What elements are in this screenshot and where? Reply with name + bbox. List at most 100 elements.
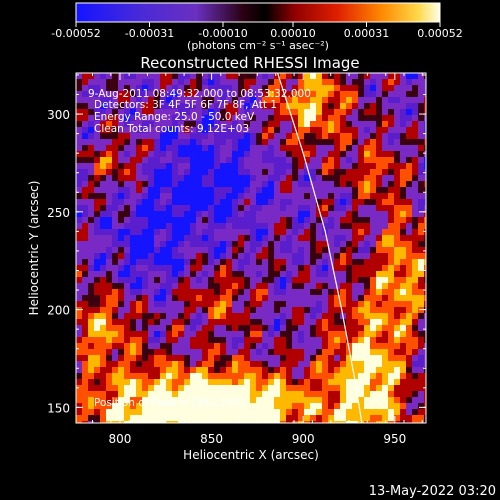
heatmap-cell [154,157,161,164]
heatmap-cell [94,319,101,326]
heatmap-cell [256,115,263,122]
heatmap-cell [400,277,407,284]
heatmap-cell [328,109,335,116]
heatmap-cell [370,421,377,423]
heatmap-cell [100,211,107,218]
heatmap-cell [352,127,359,134]
heatmap-cell [394,337,401,344]
heatmap-cell [304,205,311,212]
heatmap-cell [214,301,221,308]
heatmap-cell [376,73,383,80]
heatmap-cell [406,223,413,230]
heatmap-cell [196,253,203,260]
heatmap-cell [298,235,305,242]
heatmap-cell [286,415,293,422]
heatmap-cell [256,157,263,164]
heatmap-cell [334,355,341,362]
heatmap-cell [370,343,377,350]
heatmap-cell [418,73,425,80]
heatmap-cell [412,367,419,374]
heatmap-cell [208,145,215,152]
heatmap-cell [424,421,426,423]
heatmap-cell [310,139,317,146]
heatmap-cell [424,289,426,296]
heatmap-cell [118,79,125,86]
heatmap-cell [214,109,221,116]
heatmap-cell [220,211,227,218]
heatmap-cell [76,385,83,392]
heatmap-cell [124,379,131,386]
heatmap-cell [424,181,426,188]
heatmap-cell [310,223,317,230]
heatmap-cell [250,157,257,164]
heatmap-cell [238,85,245,92]
heatmap-cell [208,259,215,266]
heatmap-cell [376,163,383,170]
heatmap-cell [76,229,83,236]
heatmap-cell [262,355,269,362]
heatmap-cell [394,265,401,272]
heatmap-cell [226,403,233,410]
heatmap-cell [280,229,287,236]
heatmap-cell [112,241,119,248]
heatmap-cell [418,157,425,164]
heatmap-cell [292,109,299,116]
heatmap-cell [244,415,251,422]
heatmap-cell [352,373,359,380]
heatmap-cell [148,103,155,110]
heatmap-cell [286,79,293,86]
heatmap-cell [316,97,323,104]
heatmap-cell [142,205,149,212]
heatmap-cell [316,385,323,392]
heatmap-cell [388,97,395,104]
heatmap-cell [280,253,287,260]
heatmap-cell [238,307,245,314]
heatmap-cell [370,367,377,374]
heatmap-cell [256,259,263,266]
heatmap-cell [154,385,161,392]
heatmap-cell [370,103,377,110]
heatmap-cell [226,379,233,386]
heatmap-cell [304,229,311,236]
heatmap-cell [220,145,227,152]
heatmap-cell [400,241,407,248]
heatmap-cell [310,373,317,380]
heatmap-cell [220,157,227,164]
heatmap-cell [316,373,323,380]
heatmap-cell [364,301,371,308]
heatmap-cell [154,295,161,302]
heatmap-cell [208,247,215,254]
heatmap-cell [322,337,329,344]
heatmap-cell [382,367,389,374]
heatmap-cell [142,259,149,266]
heatmap-cell [262,283,269,290]
heatmap-cell [118,373,125,380]
heatmap-cell [316,103,323,110]
heatmap-cell [250,241,257,248]
heatmap-cell [274,85,281,92]
heatmap-cell [88,385,95,392]
heatmap-cell [352,121,359,128]
heatmap-cell [304,391,311,398]
heatmap-cell [256,403,263,410]
heatmap-cell [220,175,227,182]
heatmap-cell [190,253,197,260]
heatmap-cell [256,211,263,218]
heatmap-cell [208,157,215,164]
heatmap-cell [136,271,143,278]
heatmap-cell [286,367,293,374]
heatmap-cell [370,175,377,182]
heatmap-cell [226,157,233,164]
heatmap-cell [172,301,179,308]
heatmap-cell [178,271,185,278]
heatmap-cell [268,163,275,170]
heatmap-cell [76,205,83,212]
heatmap-cell [286,343,293,350]
heatmap-cell [262,331,269,338]
heatmap-cell [412,397,419,404]
heatmap-cell [124,145,131,152]
heatmap-cell [406,271,413,278]
heatmap-cell [178,127,185,134]
heatmap-cell [364,127,371,134]
heatmap-cell [412,253,419,260]
